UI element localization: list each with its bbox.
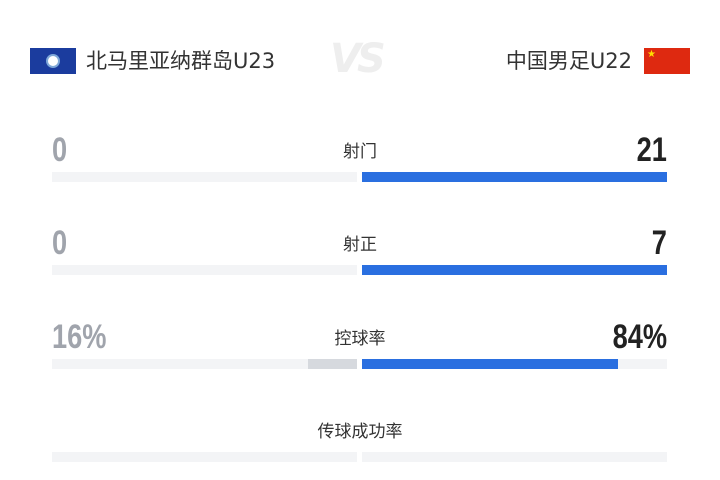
- stat-label: 射门: [343, 142, 377, 162]
- away-stat-fill: [362, 265, 667, 275]
- away-stat-bar: [362, 265, 667, 275]
- home-stat-bar: [52, 452, 357, 462]
- away-stat-bar: [362, 172, 667, 182]
- away-team-name: 中国男足U22: [505, 49, 632, 73]
- stat-label: 射正: [343, 235, 377, 255]
- away-stat-bar: [362, 452, 667, 462]
- away-stat-value: 84%: [612, 318, 667, 356]
- away-stat-bar: [362, 359, 667, 369]
- northern-mariana-islands-flag-icon: [30, 48, 76, 74]
- home-stat-value: 0: [52, 224, 68, 262]
- stat-label: 传球成功率: [317, 422, 403, 442]
- home-stat-fill: [308, 359, 357, 369]
- vs-logo: VS: [330, 36, 386, 82]
- home-stat-value: 16%: [52, 318, 107, 356]
- away-stat-value: 7: [651, 224, 667, 262]
- home-stat-bar: [52, 172, 357, 182]
- home-stat-bar: [52, 359, 357, 369]
- away-stat-fill: [362, 359, 619, 369]
- away-stat-value: 21: [636, 131, 667, 169]
- home-stat-bar: [52, 265, 357, 275]
- china-flag-icon: ★: [644, 48, 690, 74]
- home-team-name: 北马里亚纳群岛U23: [86, 49, 276, 73]
- stat-label: 控球率: [334, 329, 386, 349]
- away-stat-fill: [362, 172, 667, 182]
- home-stat-value: 0: [52, 131, 68, 169]
